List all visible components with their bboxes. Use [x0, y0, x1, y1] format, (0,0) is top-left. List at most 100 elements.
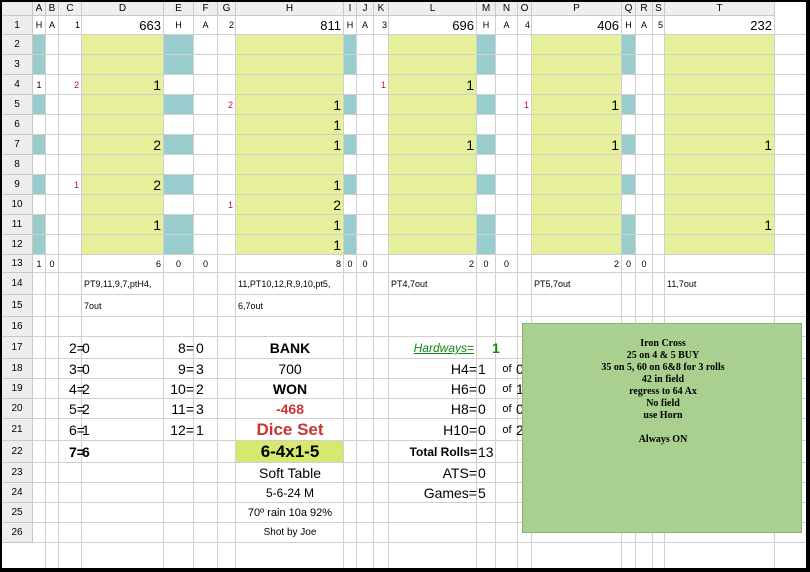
tally-l7[interactable]: 1 — [466, 137, 474, 153]
strategy-text-box[interactable]: Iron Cross 25 on 4 & 5 BUY 35 on 5, 60 on … — [522, 323, 802, 533]
row-header-16[interactable]: 16 — [2, 317, 33, 337]
row-header-21[interactable]: 21 — [2, 419, 33, 441]
games-label[interactable]: Games= — [423, 485, 477, 501]
tally-a4[interactable]: 1 — [36, 80, 42, 90]
total-p13[interactable]: 2 — [613, 259, 619, 269]
hard10-target[interactable]: 2 — [516, 422, 524, 438]
hard4-value[interactable]: 1 — [478, 361, 486, 377]
total-e13[interactable]: 0 — [175, 259, 181, 269]
session-date[interactable]: 5-6-24 M — [265, 486, 315, 500]
row-header-6[interactable]: 6 — [2, 115, 33, 135]
total-rolls-value[interactable]: 13 — [478, 444, 494, 460]
roll-notes-d14[interactable]: PT9,11,9,7,ptH4, — [84, 279, 152, 289]
tally-h11[interactable]: 1 — [333, 217, 341, 233]
cell-n1[interactable]: A — [503, 20, 510, 30]
cell-k1[interactable]: 3 — [381, 20, 387, 30]
hardways-label[interactable]: Hardways= — [413, 341, 474, 355]
tally-c9[interactable]: 1 — [73, 180, 79, 190]
roll-notes-h15[interactable]: 6,7out — [238, 301, 264, 311]
column-header-g[interactable]: G — [218, 2, 236, 16]
roll-notes-l14[interactable]: PT4,7out — [391, 279, 428, 289]
row-header-10[interactable]: 10 — [2, 195, 33, 215]
count-value-4[interactable]: 2 — [82, 381, 90, 397]
row-header-15[interactable]: 15 — [2, 295, 33, 317]
row-header-3[interactable]: 3 — [2, 55, 33, 75]
count-label-4[interactable]: 4= — [69, 381, 85, 397]
dice-set-value[interactable]: 6-4x1-5 — [260, 442, 320, 461]
count-value-11[interactable]: 3 — [196, 401, 204, 417]
column-header-d[interactable]: D — [82, 2, 164, 16]
row-header-23[interactable]: 23 — [2, 463, 33, 483]
count-value-5[interactable]: 2 — [82, 401, 90, 417]
total-j13[interactable]: 0 — [362, 259, 368, 269]
count-label-11[interactable]: 11= — [171, 401, 194, 417]
count-value-12[interactable]: 1 — [196, 422, 204, 438]
row-header-12[interactable]: 12 — [2, 235, 33, 255]
column-header-l[interactable]: L — [389, 2, 477, 16]
cell-c1[interactable]: 1 — [74, 20, 80, 30]
column-header-m[interactable]: M — [477, 2, 496, 16]
count-value-9[interactable]: 3 — [196, 361, 204, 377]
hard4-target[interactable]: 0 — [516, 361, 524, 377]
hard6-value[interactable]: 0 — [478, 381, 486, 397]
won-value[interactable]: -468 — [275, 401, 305, 417]
cell-q1[interactable]: H — [625, 20, 632, 30]
column-header-o[interactable]: O — [518, 2, 532, 16]
row-header-22[interactable]: 22 — [2, 441, 33, 463]
hard10-value[interactable]: 0 — [478, 422, 486, 438]
column-header-c[interactable]: C — [59, 2, 82, 16]
tally-t11[interactable]: 1 — [764, 217, 772, 233]
hard6-label[interactable]: H6= — [450, 381, 477, 397]
total-rolls-label[interactable]: Total Rolls= — [409, 445, 477, 459]
hard4-label[interactable]: H4= — [450, 361, 477, 377]
count-value-8[interactable]: 0 — [196, 340, 204, 356]
row-header-1[interactable]: 1 — [2, 16, 33, 35]
won-label[interactable]: WON — [272, 381, 308, 397]
count-label-8[interactable]: 8= — [178, 340, 194, 356]
count-value-7[interactable]: 6 — [82, 444, 90, 460]
row-header-5[interactable]: 5 — [2, 95, 33, 115]
hard8-label[interactable]: H8= — [450, 401, 477, 417]
tally-d7[interactable]: 2 — [153, 137, 161, 153]
tally-p5[interactable]: 1 — [611, 97, 619, 113]
count-label-9[interactable]: 9= — [178, 361, 194, 377]
tally-h6[interactable]: 1 — [333, 117, 341, 133]
count-label-3[interactable]: 3= — [69, 361, 85, 377]
count-value-2[interactable]: 0 — [82, 340, 90, 356]
cell-b1[interactable]: A — [48, 20, 55, 30]
cell-a1[interactable]: H — [35, 20, 43, 30]
column-header-n[interactable]: N — [496, 2, 518, 16]
column-header-h[interactable]: H — [236, 2, 344, 16]
total-n13[interactable]: 0 — [503, 259, 509, 269]
table-type[interactable]: Soft Table — [258, 465, 321, 481]
cell-e1[interactable]: H — [175, 20, 182, 30]
column-header-j[interactable]: J — [357, 2, 374, 16]
cell-t1[interactable]: 232 — [750, 18, 772, 33]
row-header-7[interactable]: 7 — [2, 135, 33, 155]
count-value-3[interactable]: 0 — [82, 361, 90, 377]
hardways-value[interactable]: 1 — [492, 340, 500, 356]
hard6-of[interactable]: of — [502, 383, 512, 395]
tally-h12[interactable]: 1 — [333, 237, 341, 253]
hard6-target[interactable]: 1 — [516, 381, 524, 397]
row-header-13[interactable]: 13 — [2, 255, 33, 273]
bank-label[interactable]: BANK — [269, 340, 311, 356]
hard8-target[interactable]: 0 — [516, 401, 524, 417]
total-q13[interactable]: 0 — [625, 259, 631, 269]
cell-r1[interactable]: A — [640, 20, 647, 30]
column-header-i[interactable]: I — [344, 2, 357, 16]
tally-p7[interactable]: 1 — [611, 137, 619, 153]
count-label-5[interactable]: 5= — [69, 401, 85, 417]
total-h13[interactable]: 8 — [335, 259, 341, 269]
column-header-e[interactable]: E — [164, 2, 194, 16]
count-value-6[interactable]: 1 — [82, 422, 90, 438]
tally-h9[interactable]: 1 — [333, 177, 341, 193]
shooter[interactable]: Shot by Joe — [263, 527, 317, 538]
weather[interactable]: 70º rain 10a 92% — [247, 507, 333, 519]
total-i13[interactable]: 0 — [347, 259, 353, 269]
total-f13[interactable]: 0 — [202, 259, 208, 269]
tally-d9[interactable]: 2 — [153, 177, 161, 193]
hard10-label[interactable]: H10= — [443, 422, 477, 438]
cell-l1[interactable]: 696 — [452, 18, 474, 33]
row-header-11[interactable]: 11 — [2, 215, 33, 235]
